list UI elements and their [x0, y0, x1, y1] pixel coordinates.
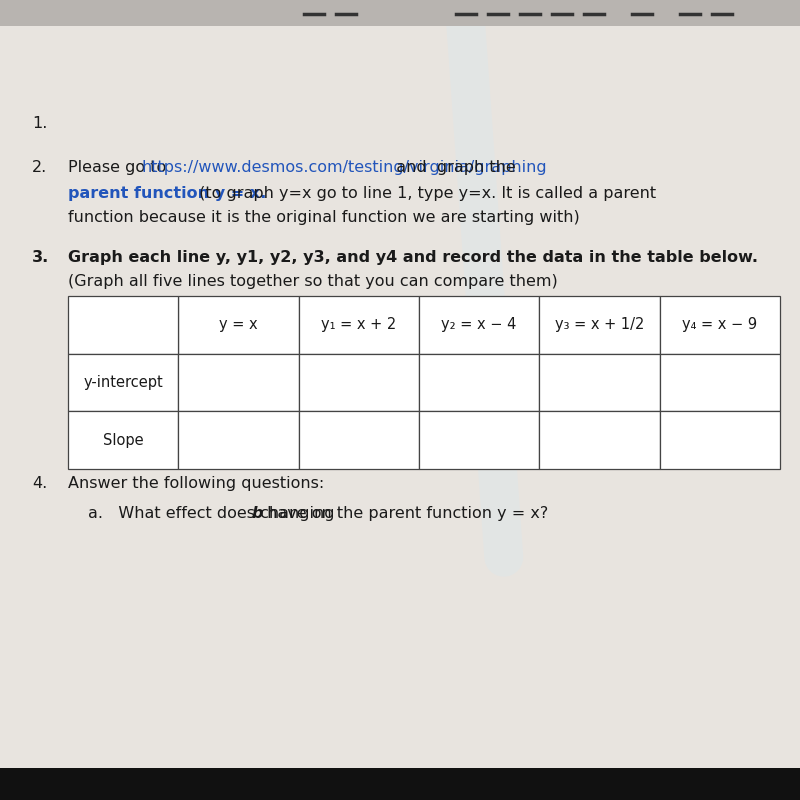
- Bar: [419, 411, 539, 469]
- Text: https://www.desmos.com/testing/virginia/graphing: https://www.desmos.com/testing/virginia/…: [142, 160, 547, 175]
- Text: have on the parent function y = x?: have on the parent function y = x?: [262, 506, 549, 521]
- Text: Graph each line y, y1, y2, y3, and y4 and record the data in the table below.: Graph each line y, y1, y2, y3, and y4 an…: [68, 250, 758, 265]
- Bar: [419, 354, 539, 411]
- Bar: [660, 296, 780, 354]
- Text: y₄ = x − 9: y₄ = x − 9: [682, 318, 758, 332]
- Text: (to graph y=x go to line 1, type y=x. It is called a parent: (to graph y=x go to line 1, type y=x. It…: [194, 186, 657, 201]
- Bar: [68, 296, 178, 354]
- Text: and  graph the: and graph the: [386, 160, 515, 175]
- Text: y₂ = x − 4: y₂ = x − 4: [442, 318, 517, 332]
- Text: y₁ = x + 2: y₁ = x + 2: [322, 318, 397, 332]
- Text: y = x: y = x: [219, 318, 258, 332]
- Bar: [178, 354, 298, 411]
- FancyArrowPatch shape: [464, 2, 504, 558]
- Bar: [178, 411, 298, 469]
- Bar: [419, 296, 539, 354]
- Bar: [539, 354, 660, 411]
- Bar: [298, 411, 419, 469]
- Text: b: b: [252, 506, 263, 521]
- Bar: [660, 354, 780, 411]
- Bar: [68, 354, 178, 411]
- Bar: [178, 296, 298, 354]
- Bar: [68, 411, 178, 469]
- Bar: [298, 296, 419, 354]
- Text: Please go to: Please go to: [68, 160, 171, 175]
- Bar: [539, 296, 660, 354]
- Text: y₃ = x + 1/2: y₃ = x + 1/2: [555, 318, 644, 332]
- Text: y-intercept: y-intercept: [83, 375, 163, 390]
- Text: 1.: 1.: [32, 116, 47, 131]
- Bar: [0, 768, 800, 800]
- Text: function because it is the original function we are starting with): function because it is the original func…: [68, 210, 580, 226]
- Text: 4.: 4.: [32, 476, 47, 491]
- Text: 2.: 2.: [32, 160, 47, 175]
- Text: 3.: 3.: [32, 250, 50, 265]
- Bar: [539, 411, 660, 469]
- Text: parent function y = x.: parent function y = x.: [68, 186, 266, 201]
- Text: (Graph all five lines together so that you can compare them): (Graph all five lines together so that y…: [68, 274, 558, 289]
- Bar: [298, 354, 419, 411]
- Bar: [0, 0, 800, 26]
- Text: Slope: Slope: [103, 433, 143, 447]
- Bar: [660, 411, 780, 469]
- Text: a.   What effect does changing: a. What effect does changing: [88, 506, 340, 521]
- Text: Answer the following questions:: Answer the following questions:: [68, 476, 324, 491]
